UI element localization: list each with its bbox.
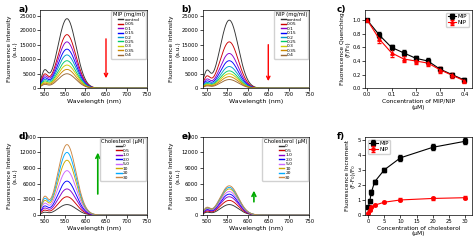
Legend: MIP, NIP: MIP, NIP [446,13,469,27]
Legend: 0, 0.5, 1.0, 2.0, 5.0, 10, 20, 30: 0, 0.5, 1.0, 2.0, 5.0, 10, 20, 30 [100,138,146,181]
X-axis label: Wavelength (nm): Wavelength (nm) [66,226,121,230]
Text: d): d) [19,132,29,141]
X-axis label: Concentration of MIP/NIP
(μM): Concentration of MIP/NIP (μM) [382,99,455,110]
Legend: control, 0.05, 0.1, 0.15, 0.2, 0.25, 0.3, 0.35, 0.4: control, 0.05, 0.1, 0.15, 0.2, 0.25, 0.3… [111,11,146,59]
Legend: MIP, NIP: MIP, NIP [368,140,391,154]
Y-axis label: Fluorescence Intensity
(a.u.): Fluorescence Intensity (a.u.) [169,143,180,209]
Legend: control, 0.05, 0.1, 0.15, 0.2, 0.25, 0.3, 0.35, 0.4: control, 0.05, 0.1, 0.15, 0.2, 0.25, 0.3… [274,11,309,59]
Text: f): f) [337,132,345,141]
Y-axis label: Fluorescence Intensity
(a.u.): Fluorescence Intensity (a.u.) [169,16,180,82]
X-axis label: Concentration of cholesterol
(μM): Concentration of cholesterol (μM) [376,226,460,236]
Text: c): c) [337,5,346,14]
Y-axis label: Fluorescence Intensity
(a.u.): Fluorescence Intensity (a.u.) [7,143,18,209]
Legend: 0, 0.5, 1.0, 2.0, 5.0, 10, 20, 30: 0, 0.5, 1.0, 2.0, 5.0, 10, 20, 30 [262,138,309,181]
Y-axis label: Fluorescence Intensity
(a.u.): Fluorescence Intensity (a.u.) [7,16,18,82]
X-axis label: Wavelength (nm): Wavelength (nm) [66,99,121,104]
X-axis label: Wavelength (nm): Wavelength (nm) [229,226,283,230]
Text: a): a) [19,5,29,14]
Text: b): b) [181,5,191,14]
Y-axis label: Fluorescence Quenching
(F/F₀): Fluorescence Quenching (F/F₀) [340,13,351,86]
X-axis label: Wavelength (nm): Wavelength (nm) [229,99,283,104]
Text: e): e) [181,132,191,141]
Y-axis label: Fluorescence Increment
(F-F₀)/F₀: Fluorescence Increment (F-F₀)/F₀ [345,140,356,212]
